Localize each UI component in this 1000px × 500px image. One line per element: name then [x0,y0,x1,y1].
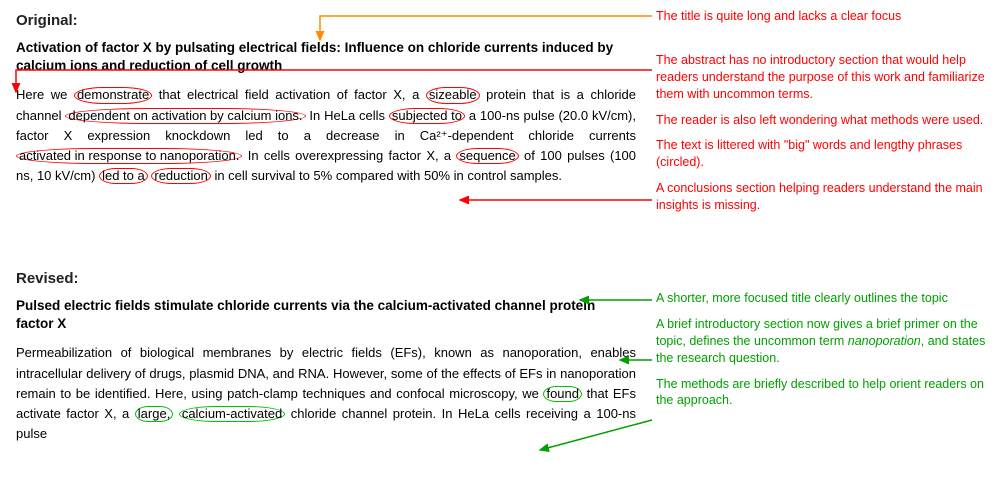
text: In HeLa cells [306,108,389,123]
circled-phrase: dependent on activation by calcium ions. [65,108,305,124]
text: Here we [16,87,74,102]
circled-word: demonstrate [74,87,152,103]
revised-abstract: Permeabilization of biological membranes… [16,343,636,444]
annotation-short-title: A shorter, more focused title clearly ou… [656,290,986,307]
circled-phrase: activated in response to nanoporation. [16,148,242,164]
revised-title: Pulsed electric fields stimulate chlorid… [16,297,636,333]
text: in cell survival to 5% compared with 50%… [211,168,562,183]
annotation-methods-added: The methods are briefly described to hel… [656,376,986,410]
original-abstract: Here we demonstrate that electrical fiel… [16,85,636,186]
annotation-title-long: The title is quite long and lacks a clea… [656,8,986,25]
circled-word: large, [135,406,174,422]
original-title: Activation of factor X by pulsating elec… [16,39,636,75]
green-annotations: A shorter, more focused title clearly ou… [656,290,986,418]
circled-word: sequence [456,148,518,164]
text: In cells overexpressing factor X, a [242,148,456,163]
circled-phrase: led to a [99,168,148,184]
circled-word: found [543,386,582,402]
annotation-no-intro: The abstract has no introductory section… [656,52,986,103]
annotation-no-conclusion: A conclusions section helping readers un… [656,180,986,214]
annotation-intro-added: A brief introductory section now gives a… [656,316,986,367]
term-italic: nanoporation [848,334,921,348]
circled-phrase: subjected to [389,108,465,124]
circled-word: reduction [151,168,210,184]
original-header: Original: [16,12,636,29]
original-section: Original: Activation of factor X by puls… [16,12,636,186]
circled-word: sizeable [426,87,480,103]
revised-section: Revised: Pulsed electric fields stimulat… [16,270,636,444]
text: that electrical field activation of fact… [152,87,426,102]
annotation-no-methods: The reader is also left wondering what m… [656,112,986,129]
circled-phrase: calcium-activated [179,406,285,422]
annotation-big-words: The text is littered with "big" words an… [656,137,986,171]
red-annotations: The title is quite long and lacks a clea… [656,8,986,223]
revised-header: Revised: [16,270,636,287]
text [173,406,179,421]
